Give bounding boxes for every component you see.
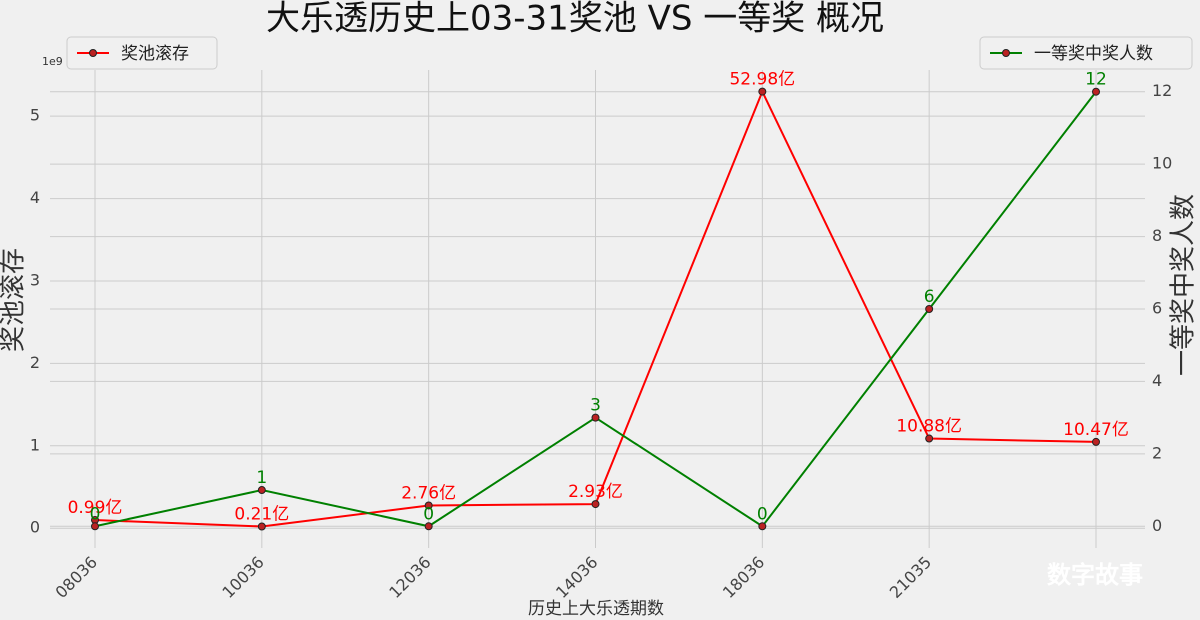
data-label: 10.47亿 [1063,420,1129,440]
marker [591,413,600,422]
legend-marker [89,49,97,57]
marker [91,522,99,531]
marker [591,500,600,509]
y2-tick-label: 10 [1152,154,1172,173]
y-tick-label: 4 [30,188,40,207]
data-label: 3 [590,396,601,416]
marker [424,522,433,531]
marker [925,305,934,313]
legend-box [979,36,1193,70]
y2-tick-label: 4 [1152,371,1162,390]
data-label: 2.93亿 [568,482,623,502]
data-label: 2.76亿 [401,483,456,503]
y2-axis-label: 一等奖中奖人数 [1169,194,1199,376]
y-tick-label: 1 [30,435,40,454]
data-label: 1 [256,468,267,488]
data-label: 0 [757,504,768,524]
marker [1092,87,1100,96]
data-label: 12 [1085,70,1107,90]
data-label: 0 [90,504,101,524]
x-axis-label: 历史上大乐透期数 [528,599,664,619]
y2-tick-label: 6 [1152,299,1162,318]
marker [758,522,767,531]
y-axis-label: 奖池滚存 [0,248,29,352]
marker [257,486,266,495]
y2-tick-label: 12 [1152,81,1172,100]
data-label: 0 [423,504,434,524]
marker [424,501,433,510]
data-label: 52.98亿 [729,70,795,90]
y2-tick-label: 0 [1152,516,1162,535]
y-tick-label: 5 [30,106,40,125]
chart-title: 大乐透历史上03-31奖池 VS 一等奖 概况 [266,0,884,39]
legend-box [66,36,218,70]
legend-label: 一等奖中奖人数 [1034,44,1153,64]
data-label: 10.88亿 [896,417,962,437]
y2-tick-label: 2 [1152,443,1162,462]
data-label: 0.21亿 [234,504,289,524]
y2-tick-label: 8 [1152,226,1162,245]
marker [257,522,266,531]
y-tick-label: 3 [30,270,40,289]
y-tick-label: 2 [30,353,40,372]
marker [758,87,767,96]
legend-label: 奖池滚存 [121,44,189,64]
watermark: 数字故事 [1047,561,1143,589]
data-label: 6 [924,287,935,307]
marker [925,434,934,443]
y-offset-text: 1e9 [42,55,63,68]
data-label: 0.99亿 [68,498,123,518]
legend-marker [1002,49,1010,57]
marker [1092,437,1100,446]
y-tick-label: 0 [30,518,40,537]
